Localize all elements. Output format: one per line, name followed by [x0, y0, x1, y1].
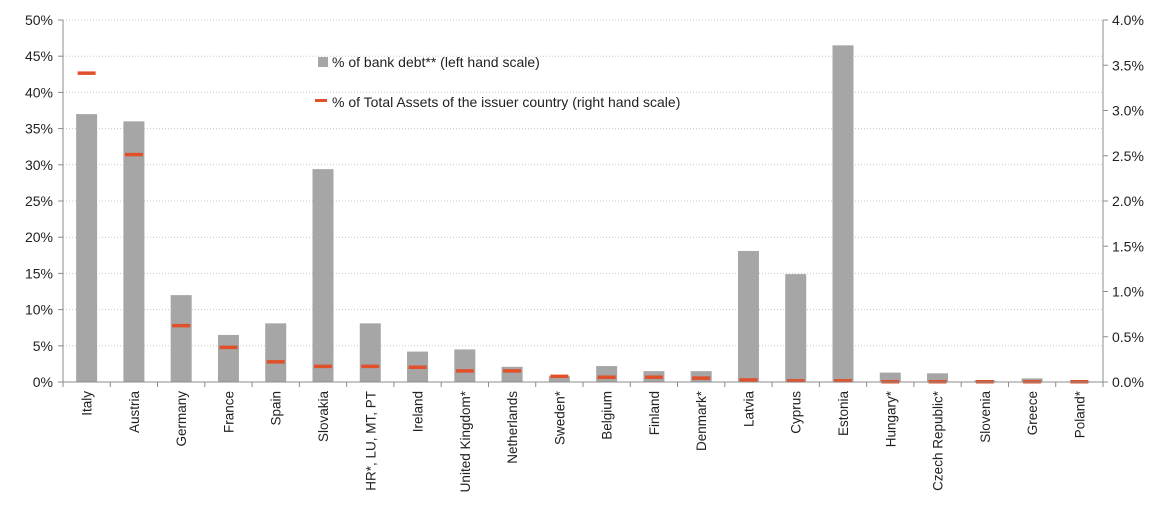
bar-series — [76, 45, 1090, 383]
bar — [737, 250, 759, 382]
marker — [361, 364, 380, 369]
legend-marker-swatch — [315, 99, 327, 102]
category-label: Cyprus — [789, 391, 804, 434]
category-label: Slovakia — [316, 391, 331, 443]
marker — [408, 365, 427, 370]
bar — [123, 121, 145, 383]
bar — [265, 323, 287, 382]
category-label: Netherlands — [505, 391, 520, 464]
category-labels: Italy Austria Germany France Spain Slovakia HR… — [80, 390, 1088, 492]
right-tick-label: 1.0% — [1112, 284, 1144, 300]
category-label: Denmark* — [694, 390, 709, 451]
marker — [219, 345, 238, 350]
bar — [454, 349, 476, 382]
marker — [739, 378, 758, 382]
legend-marker-label: % of Total Assets of the issuer country … — [332, 94, 680, 110]
bar — [832, 45, 854, 383]
category-label: HR*, LU, MT, PT — [363, 391, 378, 491]
category-label: Poland* — [1072, 390, 1087, 438]
left-tick-label: 0% — [33, 374, 53, 390]
legend: % of bank debt** (left hand scale) % of … — [315, 54, 680, 110]
axes — [58, 19, 1108, 387]
marker — [550, 374, 569, 379]
category-label: Hungary* — [883, 390, 898, 447]
left-tick-label: 5% — [33, 338, 53, 354]
marker — [172, 323, 191, 328]
marker — [597, 375, 616, 379]
bar — [596, 366, 618, 382]
bar — [548, 376, 570, 382]
category-label: Ireland — [411, 391, 426, 432]
marker — [266, 360, 285, 364]
gridlines — [63, 19, 1103, 347]
right-tick-label: 1.5% — [1112, 238, 1144, 254]
category-label: France — [221, 391, 236, 433]
category-label: Slovenia — [978, 391, 993, 443]
left-tick-label: 20% — [25, 229, 53, 245]
category-label: Spain — [269, 391, 284, 426]
marker — [692, 376, 711, 380]
right-tick-label: 3.5% — [1112, 57, 1144, 73]
bar — [312, 169, 334, 382]
bar — [170, 295, 192, 382]
marker — [124, 152, 143, 157]
category-label: United Kingdom* — [458, 390, 473, 492]
bar — [501, 366, 523, 382]
marker — [503, 369, 522, 373]
left-tick-label: 50% — [25, 12, 53, 28]
category-label: Greece — [1025, 391, 1040, 435]
marker — [644, 375, 663, 379]
category-label: Austria — [127, 391, 142, 434]
left-axis-tick-labels: 0% 5% 10% 15% 20% 25% 30% 35% 40% 45% 50% — [25, 12, 53, 390]
bar — [359, 323, 381, 382]
bar — [879, 372, 901, 382]
category-label: Latvia — [741, 391, 756, 428]
right-tick-label: 2.0% — [1112, 193, 1144, 209]
left-tick-label: 30% — [25, 157, 53, 173]
bar — [217, 334, 239, 382]
left-tick-label: 10% — [25, 302, 53, 318]
right-tick-label: 2.5% — [1112, 148, 1144, 164]
category-label: Belgium — [600, 391, 615, 440]
left-tick-label: 40% — [25, 84, 53, 100]
marker — [314, 364, 332, 369]
left-tick-label: 25% — [25, 193, 53, 209]
category-label: Sweden* — [552, 390, 567, 445]
marker — [77, 71, 96, 75]
legend-bar-label: % of bank debt** (left hand scale) — [332, 54, 540, 70]
bar — [927, 373, 949, 382]
category-label: Czech Republic* — [931, 390, 946, 491]
right-tick-label: 4.0% — [1112, 12, 1144, 28]
left-tick-label: 15% — [25, 265, 53, 281]
marker — [455, 369, 474, 373]
marker — [834, 379, 852, 383]
bar — [76, 114, 98, 383]
marker — [786, 379, 805, 383]
legend-bar-swatch — [318, 57, 328, 67]
right-axis-tick-labels: 0.0% 0.5% 1.0% 1.5% 2.0% 2.5% 3.0% 3.5% 4.0% — [1112, 12, 1144, 390]
category-label: Finland — [647, 391, 662, 435]
category-label: Estonia — [836, 391, 851, 437]
left-tick-label: 35% — [25, 121, 53, 137]
right-tick-label: 0.5% — [1112, 329, 1144, 345]
right-tick-label: 3.0% — [1112, 103, 1144, 119]
right-tick-label: 0.0% — [1112, 374, 1144, 390]
category-label: Germany — [174, 391, 189, 447]
category-label: Italy — [80, 391, 95, 416]
bar — [785, 274, 807, 382]
left-tick-label: 45% — [25, 48, 53, 64]
